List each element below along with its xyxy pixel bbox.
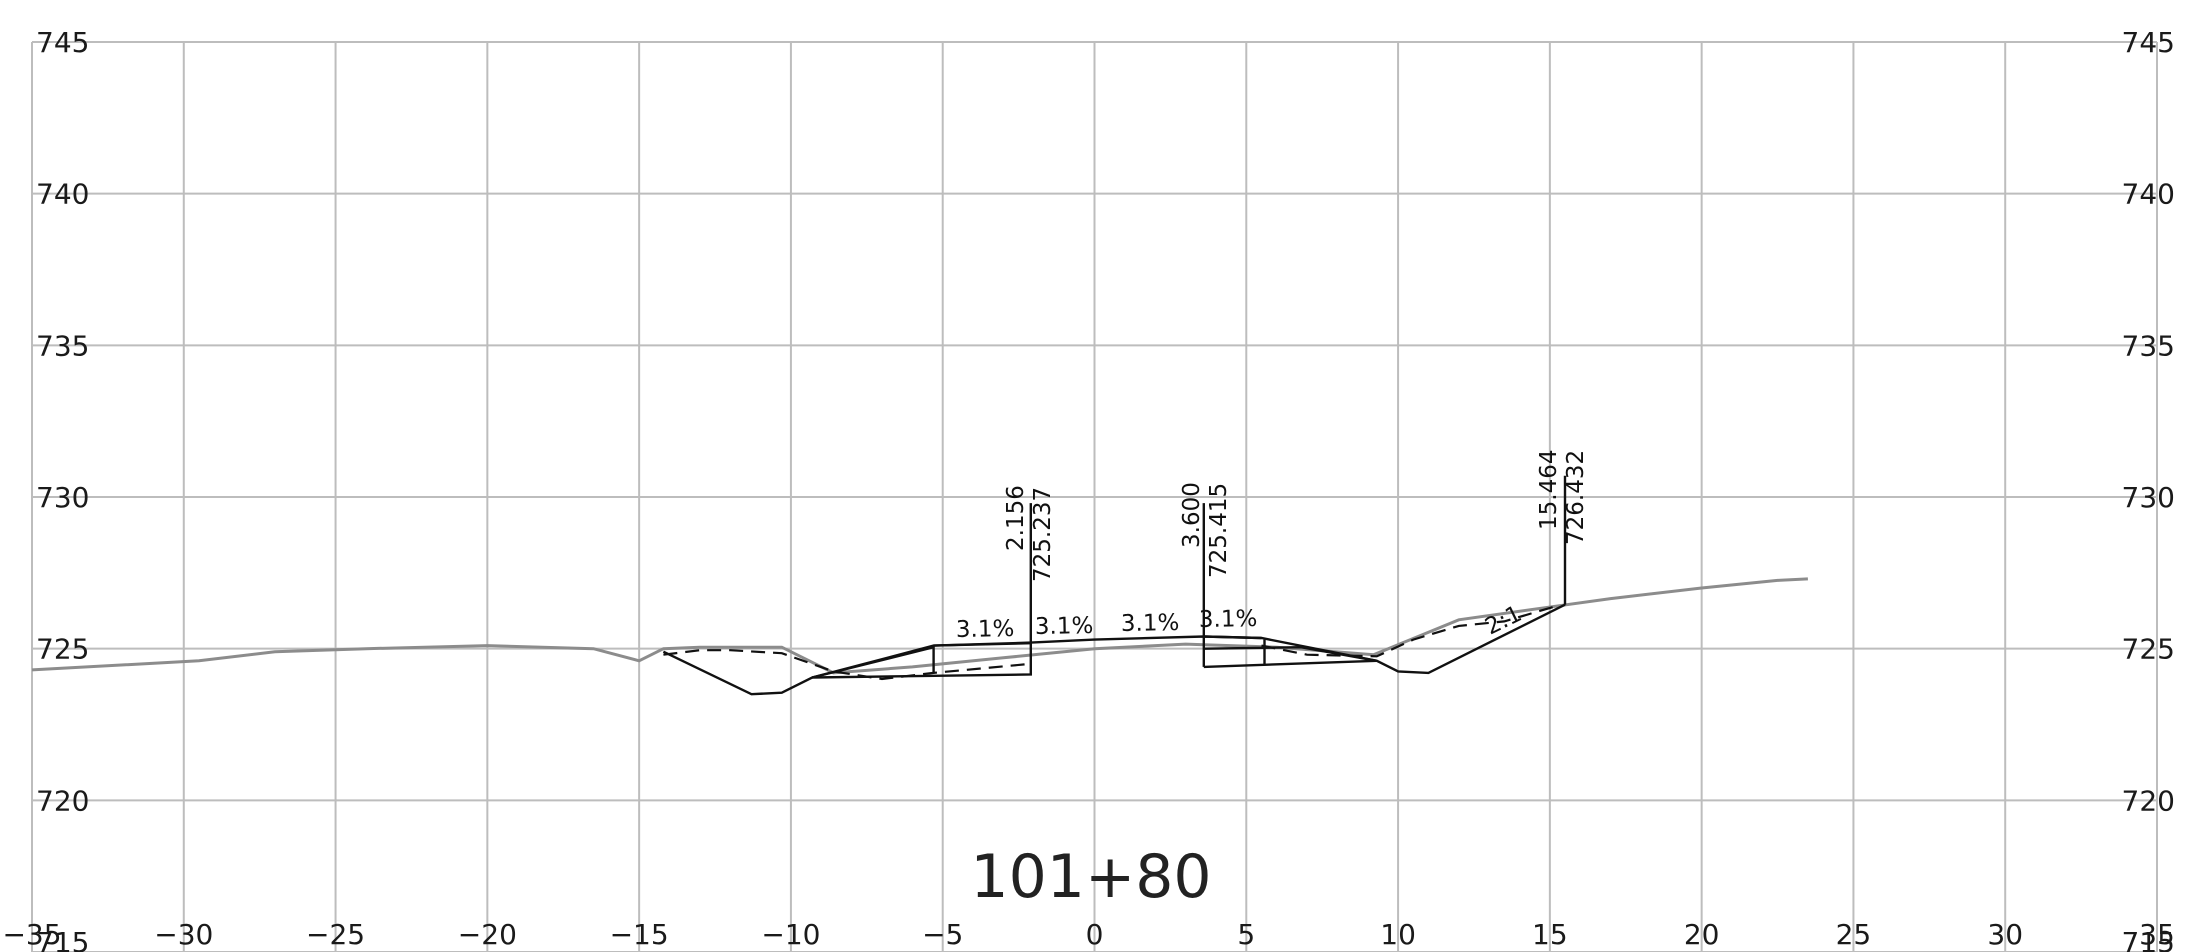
x-tick-label: −25 — [306, 918, 365, 951]
y-tick-label-right: 730 — [2122, 481, 2175, 514]
x-tick-label: −15 — [610, 918, 669, 951]
cross-slope-label-2: 3.1% — [1035, 613, 1094, 640]
y-tick-label-left: 745 — [36, 26, 89, 59]
x-tick-label: −35 — [2, 918, 61, 951]
y-tick-label-right: 720 — [2122, 784, 2175, 817]
subgrade-dashed-right-line — [1261, 605, 1557, 658]
design-right-slope-line — [1203, 603, 1566, 675]
x-tick-label: 15 — [1532, 918, 1568, 951]
cross-slope-label-1: 3.1% — [956, 616, 1015, 643]
annotations: 2.156 725.237 3.600 725.415 15.464 726.4… — [956, 450, 1589, 643]
x-tick-label: −30 — [154, 918, 213, 951]
y-tick-label-right: 745 — [2122, 26, 2175, 59]
x-tick-label: −5 — [922, 918, 963, 951]
left-elevation-label: 725.237 — [1030, 487, 1056, 582]
x-tick-label: 25 — [1836, 918, 1872, 951]
x-tick-label: −20 — [458, 918, 517, 951]
profile-lines — [31, 475, 1808, 696]
station-label: 101+80 — [970, 842, 1211, 912]
y-tick-label-left: 715 — [36, 926, 89, 952]
y-tick-label-right: 740 — [2122, 178, 2175, 211]
x-tick-label: 35 — [2139, 918, 2175, 951]
right-offset-label: 15.464 — [1536, 450, 1562, 530]
x-tick-label: −10 — [761, 918, 820, 951]
design-left-fill-line — [812, 642, 1033, 679]
x-tick-label: 5 — [1237, 918, 1255, 951]
cross-slope-label-3: 3.1% — [1121, 610, 1180, 637]
x-tick-label: 0 — [1086, 918, 1104, 951]
y-tick-label-right: 715 — [2122, 926, 2175, 952]
mid-offset-label: 3.600 — [1179, 482, 1205, 548]
left-offset-label: 2.156 — [1003, 485, 1029, 551]
y-tick-label-left: 725 — [36, 633, 89, 666]
x-tick-label: 20 — [1684, 918, 1720, 951]
y-tick-label-right: 725 — [2122, 633, 2175, 666]
design-right-box2-line — [1203, 659, 1377, 669]
y-tick-label-left: 730 — [36, 481, 89, 514]
y-tick-label-left: 720 — [36, 784, 89, 817]
grid — [31, 41, 2158, 952]
existing-ground-line — [31, 577, 1808, 675]
right-elevation-label: 726.432 — [1563, 450, 1589, 545]
subgrade-dashed-left-line — [663, 649, 1031, 681]
design-left-step-line — [811, 645, 935, 679]
x-tick-label: 10 — [1380, 918, 1416, 951]
y-tick-label-right: 735 — [2122, 329, 2175, 362]
y-tick-label-left: 735 — [36, 329, 89, 362]
side-slope-label: 2:1 — [1481, 601, 1526, 641]
mid-elevation-label: 725.415 — [1206, 483, 1232, 578]
x-tick-label: 30 — [1987, 918, 2023, 951]
cross-slope-label-4: 3.1% — [1199, 606, 1258, 633]
y-tick-label-left: 740 — [36, 178, 89, 211]
